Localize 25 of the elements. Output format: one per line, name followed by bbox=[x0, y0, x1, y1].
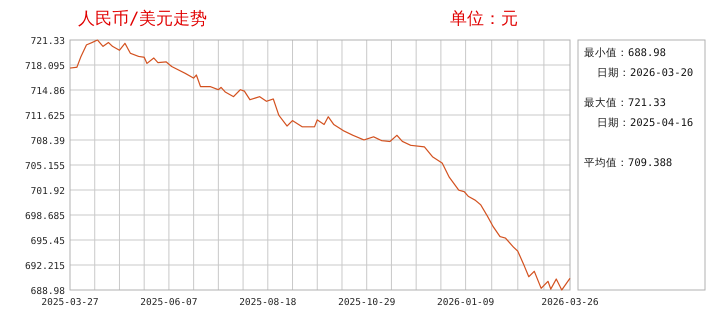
text: 最小值：688.98 bbox=[584, 46, 666, 59]
x-tick-label: 2026-03-26 bbox=[541, 297, 599, 308]
y-tick-label: 705.155 bbox=[24, 161, 65, 172]
text: 日期：2026-03-20 bbox=[597, 67, 694, 79]
text: 最大值：721.33 bbox=[584, 96, 666, 109]
x-tick-label: 2025-03-27 bbox=[41, 297, 99, 308]
y-tick-label: 695.45 bbox=[30, 236, 65, 247]
line-series bbox=[69, 39, 571, 291]
y-tick-label: 714.86 bbox=[30, 86, 66, 97]
x-tick-label: 2025-10-29 bbox=[338, 297, 396, 308]
y-tick-label: 688.98 bbox=[30, 286, 66, 297]
text: 平均值：709.388 bbox=[584, 157, 672, 169]
y-tick-label: 708.39 bbox=[30, 136, 66, 147]
x-tick-label: 2025-08-18 bbox=[239, 297, 297, 308]
y-tick-label: 692.215 bbox=[24, 261, 65, 272]
y-tick-label: 721.33 bbox=[30, 36, 65, 47]
chart-title: 人民币/美元走势 bbox=[78, 9, 208, 29]
y-tick-label: 701.92 bbox=[30, 186, 65, 197]
x-tick-label: 2025-06-07 bbox=[140, 297, 198, 308]
y-tick-label: 718.095 bbox=[24, 61, 65, 72]
text: 日期：2025-04-16 bbox=[597, 117, 694, 129]
x-tick-label: 2026-01-09 bbox=[437, 297, 494, 308]
y-tick-label: 711.625 bbox=[24, 111, 65, 122]
chart-subtitle: 单位：元 bbox=[450, 9, 518, 29]
y-tick-label: 698.685 bbox=[24, 211, 65, 222]
